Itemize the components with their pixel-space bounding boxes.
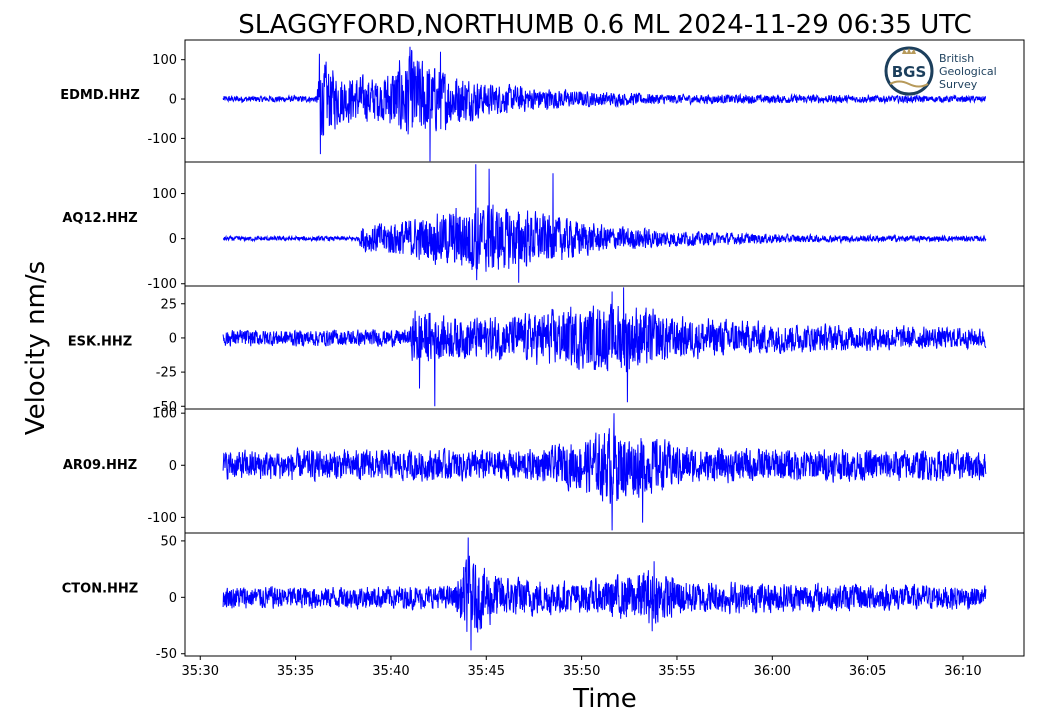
- y-tick-label: 100: [152, 407, 177, 422]
- station-label: AQ12.HHZ: [62, 211, 137, 226]
- y-tick-label: -100: [147, 511, 177, 526]
- logo-line-2: Geological: [939, 65, 997, 78]
- y-tick-label: 25: [160, 297, 177, 312]
- logo-wave-icon: [889, 80, 929, 88]
- station-label: AR09.HHZ: [63, 458, 137, 473]
- chart-title: SLAGGYFORD,NORTHUMB 0.6 ML 2024-11-29 06…: [238, 10, 972, 40]
- logo-crown-icon: [902, 48, 916, 54]
- waveform-trace: [222, 537, 987, 651]
- y-tick-label: 100: [152, 187, 177, 202]
- x-axis-label: Time: [572, 684, 637, 714]
- bgs-logo: BGS British Geological Survey: [884, 46, 997, 96]
- y-tick-label: -25: [156, 366, 177, 381]
- panel-cton-hhz: 50 0 -50 CTON.HHZ: [62, 532, 1025, 662]
- station-label: ESK.HHZ: [68, 335, 132, 350]
- x-tick-label: 36:05: [849, 664, 886, 679]
- x-tick-label: 35:45: [468, 664, 505, 679]
- waveform-trace: [222, 413, 987, 531]
- y-axis-label: Velocity nm/s: [21, 261, 51, 435]
- station-label: EDMD.HHZ: [60, 88, 140, 103]
- panel-frame: [184, 161, 1025, 287]
- y-tick-label: 0: [169, 331, 177, 346]
- waveform-trace: [222, 287, 987, 407]
- y-tick-label: 0: [169, 232, 177, 247]
- x-tick-label: 36:00: [754, 664, 791, 679]
- station-label: CTON.HHZ: [62, 582, 138, 597]
- panel-ar09-hhz: 100 0 -100 AR09.HHZ: [63, 407, 1025, 534]
- panels-layer: 100 0 -100 EDMD.HHZ 100 0 -100 AQ12.HHZ 25 0 -25 -5…: [60, 39, 1025, 662]
- panel-aq12-hhz: 100 0 -100 AQ12.HHZ: [62, 161, 1025, 292]
- logo-initials: BGS: [892, 63, 927, 81]
- x-tick-label: 35:55: [658, 664, 695, 679]
- y-tick-label: 0: [169, 591, 177, 606]
- logo-line-1: British: [939, 52, 974, 65]
- y-tick-label: -100: [147, 277, 177, 292]
- x-tick-label: 35:50: [563, 664, 600, 679]
- y-tick-label: 100: [152, 53, 177, 68]
- y-tick-label: -100: [147, 132, 177, 147]
- y-tick-label: 50: [160, 534, 177, 549]
- x-tick-label: 36:10: [944, 664, 981, 679]
- waveform-trace: [222, 164, 987, 283]
- panel-frame: [184, 532, 1025, 657]
- x-tick-label: 35:40: [372, 664, 409, 679]
- panel-edmd-hhz: 100 0 -100 EDMD.HHZ: [60, 39, 1025, 163]
- y-tick-label: 0: [169, 459, 177, 474]
- y-tick-label: -50: [156, 647, 177, 662]
- x-tick-label: 35:35: [277, 664, 314, 679]
- x-axis: 35:30 35:35 35:40 35:45 35:50 35:55 36:00 36:05…: [182, 656, 982, 679]
- waveform-trace: [222, 46, 987, 162]
- panel-esk-hhz: 25 0 -25 -50 ESK.HHZ: [68, 285, 1025, 415]
- logo-line-3: Survey: [939, 78, 978, 91]
- y-tick-label: -50: [156, 400, 177, 415]
- x-tick-label: 35:30: [182, 664, 219, 679]
- y-tick-label: 0: [169, 93, 177, 108]
